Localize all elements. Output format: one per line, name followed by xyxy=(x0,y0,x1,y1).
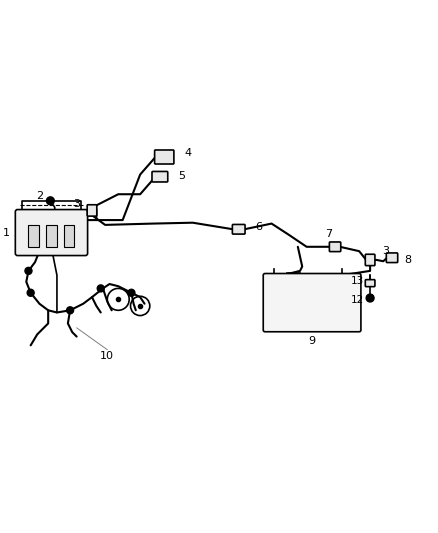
Text: 8: 8 xyxy=(404,255,411,265)
Text: 1: 1 xyxy=(3,228,10,238)
Text: 2: 2 xyxy=(36,191,43,201)
Text: 10: 10 xyxy=(100,351,114,361)
Circle shape xyxy=(97,285,104,292)
Text: 7: 7 xyxy=(325,229,332,239)
FancyBboxPatch shape xyxy=(155,150,174,164)
Text: 4: 4 xyxy=(184,148,191,158)
FancyBboxPatch shape xyxy=(233,224,245,234)
FancyBboxPatch shape xyxy=(152,172,168,182)
Text: 12: 12 xyxy=(350,295,364,305)
Bar xyxy=(28,225,39,247)
Circle shape xyxy=(25,268,32,274)
Text: 3: 3 xyxy=(382,246,389,256)
Bar xyxy=(46,225,57,247)
FancyBboxPatch shape xyxy=(329,242,341,252)
FancyBboxPatch shape xyxy=(365,280,375,287)
FancyBboxPatch shape xyxy=(263,273,361,332)
FancyBboxPatch shape xyxy=(365,254,375,265)
Bar xyxy=(64,225,74,247)
FancyBboxPatch shape xyxy=(87,205,97,216)
Circle shape xyxy=(67,307,74,314)
Text: 3: 3 xyxy=(73,199,80,209)
Text: 6: 6 xyxy=(255,222,262,232)
FancyBboxPatch shape xyxy=(386,253,398,263)
FancyBboxPatch shape xyxy=(15,209,88,255)
Circle shape xyxy=(46,197,54,205)
Text: 13: 13 xyxy=(350,276,364,286)
Text: 9: 9 xyxy=(308,336,316,346)
Text: 5: 5 xyxy=(178,171,185,181)
Circle shape xyxy=(366,294,374,302)
Circle shape xyxy=(27,289,34,296)
Circle shape xyxy=(128,289,135,296)
